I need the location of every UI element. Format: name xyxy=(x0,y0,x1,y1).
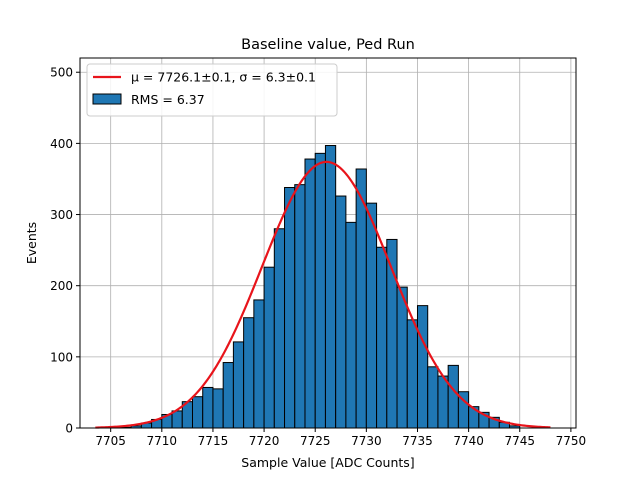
histogram-bar xyxy=(273,228,286,429)
histogram-bar xyxy=(376,246,388,429)
chart-title: Baseline value, Ped Run xyxy=(241,37,415,53)
x-tick-label: 7745 xyxy=(504,434,535,448)
y-tick-label: 500 xyxy=(50,66,73,80)
histogram-bar xyxy=(427,366,439,429)
histogram-bar xyxy=(171,410,183,429)
histogram-bar xyxy=(447,364,459,429)
x-tick-label: 7720 xyxy=(249,434,280,448)
y-tick-label: 0 xyxy=(65,422,73,436)
x-axis-label: Sample Value [ADC Counts] xyxy=(241,455,414,470)
histogram-bars xyxy=(110,145,521,429)
histogram-bar xyxy=(396,286,408,429)
histogram-bar xyxy=(222,362,234,429)
histogram-bar xyxy=(232,341,245,429)
histogram-bar xyxy=(365,202,378,429)
histogram-bar xyxy=(284,187,296,429)
histogram-bar xyxy=(437,375,449,429)
y-axis-ticks: 0 100 200 300 400 500 xyxy=(50,66,80,436)
x-tick-label: 7715 xyxy=(198,434,229,448)
histogram-bar xyxy=(355,168,367,429)
histogram-bar xyxy=(406,319,418,429)
y-tick-label: 200 xyxy=(50,279,73,293)
x-tick-label: 7740 xyxy=(453,434,484,448)
histogram-bar xyxy=(345,221,357,429)
x-axis-ticks: 7705 7710 7715 7720 7725 7730 7735 7740 7745 7750 xyxy=(95,428,586,448)
histogram-bar xyxy=(202,386,214,429)
legend-fit-label: μ = 7726.1±0.1, σ = 6.3±0.1 xyxy=(131,70,316,85)
legend: μ = 7726.1±0.1, σ = 6.3±0.1 RMS = 6.37 xyxy=(86,63,338,117)
y-axis-label: Events xyxy=(24,222,39,264)
x-tick-label: 7730 xyxy=(351,434,382,448)
legend-histogram-label: RMS = 6.37 xyxy=(131,92,205,107)
y-tick-label: 100 xyxy=(50,350,73,364)
plot-frame xyxy=(79,57,577,429)
histogram-bar xyxy=(314,152,326,429)
histogram-bar xyxy=(253,299,265,429)
y-tick-label: 300 xyxy=(50,208,73,222)
legend-histogram-swatch xyxy=(92,93,122,105)
x-tick-label: 7705 xyxy=(95,434,126,448)
gaussian-fit-curve xyxy=(95,160,551,429)
histogram-bar xyxy=(416,305,429,429)
histogram-bar xyxy=(304,158,316,429)
x-tick-label: 7735 xyxy=(402,434,433,448)
histogram-bar xyxy=(263,266,275,429)
histogram-bar xyxy=(191,396,204,429)
histogram-bar xyxy=(294,184,306,429)
y-tick-label: 400 xyxy=(50,137,73,151)
x-tick-label: 7750 xyxy=(556,434,587,448)
histogram-bar xyxy=(212,388,224,429)
histogram-bar xyxy=(324,145,337,429)
histogram-bar xyxy=(335,195,347,429)
histogram-bar xyxy=(243,317,255,429)
legend-box xyxy=(86,63,338,117)
x-tick-label: 7710 xyxy=(147,434,178,448)
x-tick-label: 7725 xyxy=(300,434,331,448)
